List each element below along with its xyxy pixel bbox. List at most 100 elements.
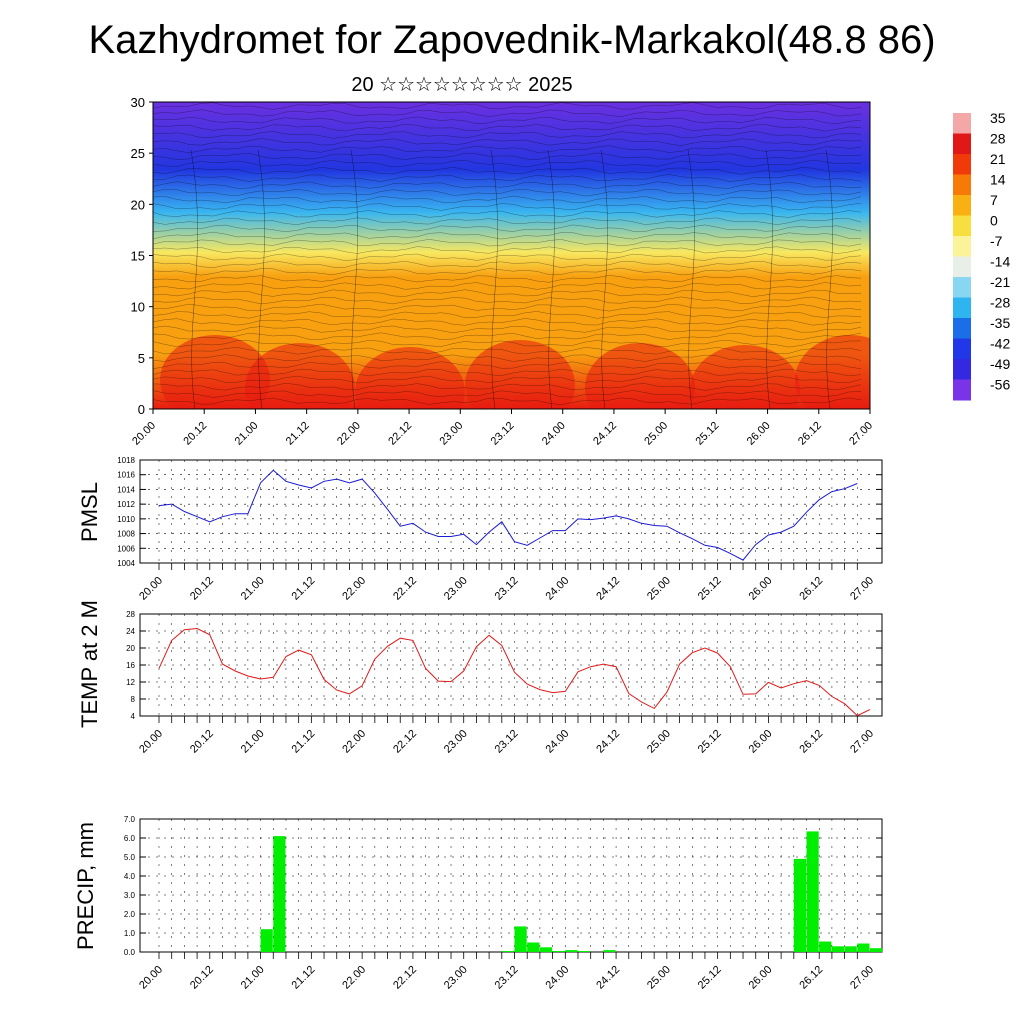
wind-streamline-21 [153,253,862,261]
panel-2-xtick-label-12: 26.00 [747,728,775,756]
colorbar-label-7: -14 [990,254,1010,270]
precip-bar-28 [514,926,527,952]
panel-3-xtick-label-11: 25.12 [696,964,724,992]
colorbar-label-8: -21 [990,274,1010,290]
colorbar-label-1: 28 [990,131,1006,147]
panel-1-xtick-label-5: 22.12 [391,575,419,603]
precip-bar-27 [501,951,514,952]
panel-1-xtick-label-3: 21.12 [290,575,318,603]
vertical-flow-0 [190,149,198,409]
panel-1-xtick-label-14: 27.00 [848,575,876,603]
heatmap-xtick-label-8: 24.00 [540,420,568,448]
heatmap-xtick-label-9: 24.12 [591,420,619,448]
heatmap-xtick-label-6: 23.00 [437,420,465,448]
panel-3-ytick-label-3: 3.0 [124,891,136,900]
panel-3-ytick-label-4: 4.0 [124,872,136,881]
precip-bar-53 [831,946,845,952]
wind-streamline-30 [153,318,862,326]
panel-1-xtick-label-13: 26.12 [797,575,825,603]
panel-1-xtick-label-4: 22.00 [340,575,368,603]
wind-streamline-17 [153,224,862,233]
panel-2-xtick-label-1: 20.12 [188,728,216,756]
heatmap-xtick-label-3: 21.12 [284,420,312,448]
wind-streamline-37 [153,368,862,377]
precip-bar-51 [806,831,819,952]
panel-1-ytick-label-3: 1010 [117,515,135,524]
panel-1-xtick-label-11: 25.12 [696,575,724,603]
panel-2-xtick-label-13: 26.12 [797,728,825,756]
wind-streamline-22 [153,260,862,269]
precip-bar-29 [527,942,540,952]
heatmap-xtick-label-0: 20.00 [130,420,158,448]
colorbar-label-10: -35 [990,315,1010,331]
vertical-flow-1 [257,149,265,409]
precip-bar-54 [844,946,857,952]
panel-3-ytick-label-0: 0.0 [124,948,136,957]
wind-streamline-13 [153,195,862,204]
panel-2-ytick-label-1: 8 [131,695,136,704]
panel-1-xtick-label-0: 20.00 [137,575,165,603]
heatmap-xtick-label-14: 27.00 [847,420,875,448]
colorbar-label-13: -56 [990,377,1010,393]
colorbar-swatch-4 [953,195,971,216]
heatmap-xtick-label-10: 25.00 [642,420,670,448]
panel-3-xtick-label-5: 22.12 [391,964,419,992]
heatmap-ytick-label-6: 30 [131,95,145,110]
precip-bar-52 [819,941,832,952]
panel-2-ylabel: TEMP at 2 M [77,600,102,728]
vertical-flow-4 [547,149,555,409]
panel-1-frame [139,459,883,564]
panel-3-xtick-label-1: 20.12 [188,964,216,992]
hot-spot-4 [585,343,695,409]
panel-1-xtick-label-2: 21.00 [239,575,267,603]
colorbar-label-9: -28 [990,295,1010,311]
panel-2-xtick-label-7: 23.12 [493,728,521,756]
hot-spot-1 [245,343,355,409]
wind-streamline-34 [153,347,862,355]
wind-streamline-15 [153,210,862,218]
panel-2-xtick-label-8: 24.00 [543,728,571,756]
panel-2-ytick-label-5: 24 [126,627,135,636]
wind-streamline-32 [153,332,862,341]
panel-1-ytick-label-7: 1018 [117,456,135,465]
wind-streamline-35 [153,354,862,362]
wind-streamline-12 [153,188,862,197]
hot-spot-0 [160,335,270,409]
panel-3-xtick-label-0: 20.00 [137,964,165,992]
precip-bar-32 [565,950,578,952]
panel-2-ytick-label-3: 16 [126,661,135,670]
wind-streamline-8 [153,159,862,168]
heatmap-xtick-label-1: 20.12 [181,420,209,448]
wind-streamline-38 [153,375,862,384]
panel-1-ytick-label-4: 1012 [117,500,135,509]
colorbar-swatch-3 [953,174,971,196]
panel-3-ytick-label-7: 7.0 [124,815,136,824]
wind-streamline-6 [153,145,862,154]
panel-3-xtick-label-12: 26.00 [747,964,775,992]
precip-bar-35 [603,950,616,952]
vertical-flow-3 [490,149,498,409]
precip-bar-56 [870,948,883,952]
wind-streamline-26 [153,289,862,297]
heatmap-xtick-label-13: 26.12 [796,420,824,448]
wind-streamline-28 [153,303,862,312]
wind-streamline-2 [153,116,862,125]
panel-1-xtick-label-9: 24.12 [594,575,622,603]
colorbar-swatch-1 [953,133,971,155]
vertical-flow-7 [765,149,773,409]
panel-2-xtick-label-5: 22.12 [391,728,419,756]
colorbar-swatch-8 [953,277,971,298]
panel-1-xtick-label-7: 23.12 [493,575,521,603]
panel-2-xtick-label-11: 25.12 [696,728,724,756]
panel-3-xtick-label-6: 23.00 [442,964,470,992]
vertical-flow-2 [350,149,358,409]
colorbar-swatch-7 [953,256,971,278]
precip-bar-55 [857,943,870,952]
colorbar-label-0: 35 [990,110,1006,126]
panel-2-xtick-label-4: 22.00 [340,728,368,756]
colorbar-swatch-13 [953,379,971,401]
colorbar-swatch-6 [953,236,971,257]
panel-3-ylabel: PRECIP, mm [73,822,98,950]
wind-streamline-4 [153,130,862,139]
wind-streamline-24 [153,275,862,283]
